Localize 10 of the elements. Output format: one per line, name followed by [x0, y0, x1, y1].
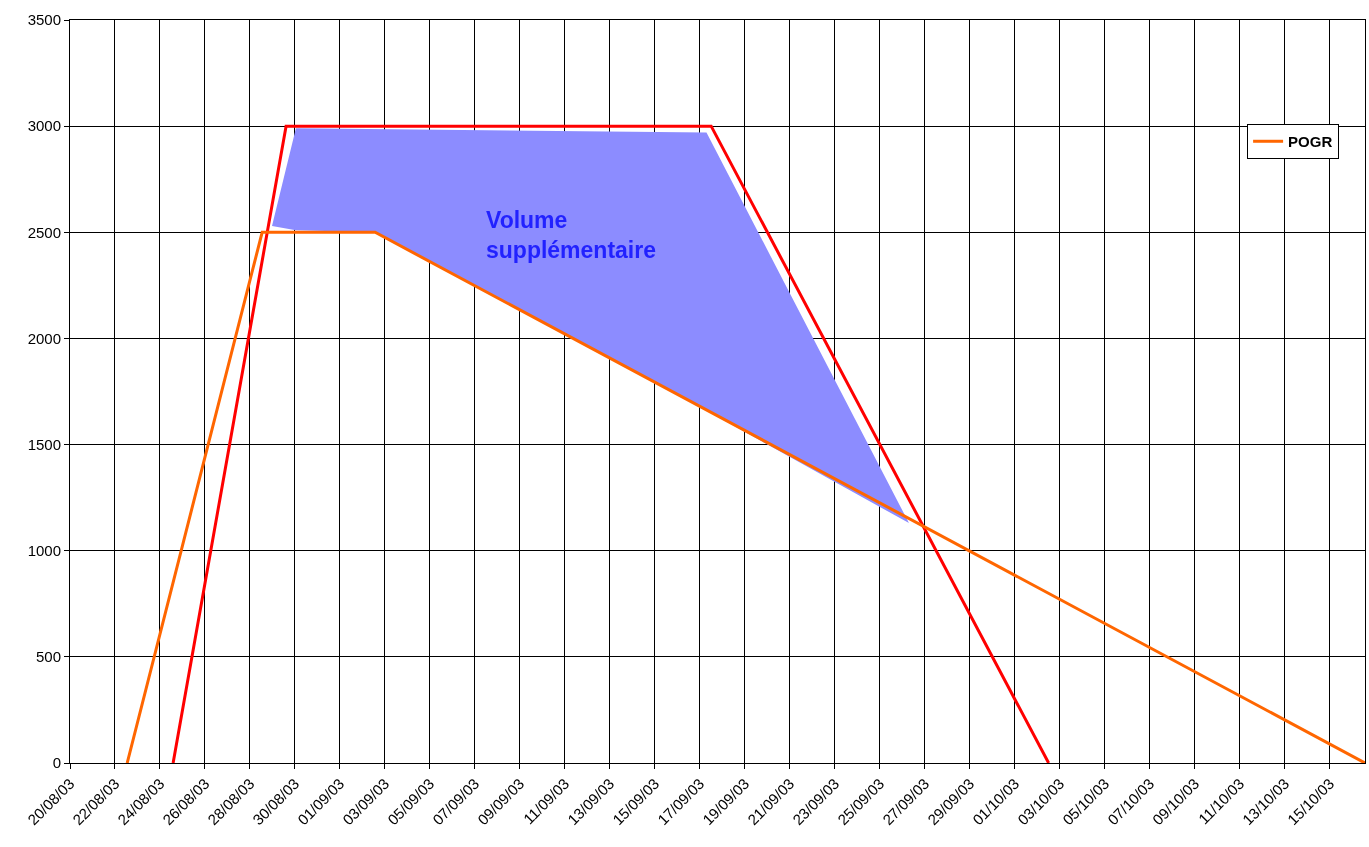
y-tick-label: 0 [52, 754, 61, 772]
y-tick-label: 2500 [27, 223, 61, 241]
y-tick-label: 3500 [27, 11, 61, 29]
legend-label: POGR [1288, 133, 1333, 151]
y-tick-label: 1500 [27, 435, 61, 453]
y-tick-label: 2000 [27, 329, 61, 347]
y-tick-label: 500 [35, 648, 61, 666]
y-tick-label: 3000 [27, 117, 61, 135]
annotation: Volume supplémentaire [486, 207, 656, 263]
y-tick-label: 1000 [27, 541, 61, 559]
